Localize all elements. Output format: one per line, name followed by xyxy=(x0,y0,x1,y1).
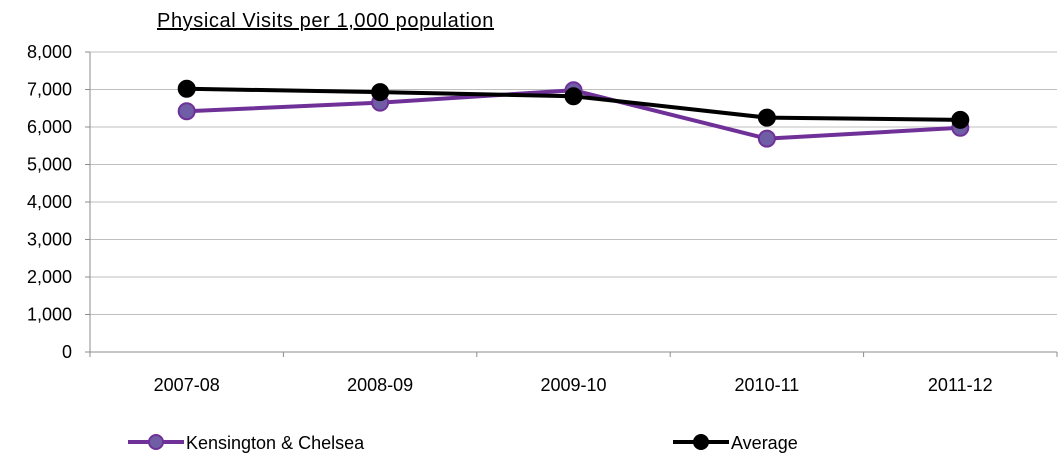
x-tick-labels: 2007-08 2008-09 2009-10 2010-11 2011-12 xyxy=(154,375,993,395)
series-group xyxy=(177,79,970,148)
y-tick-label: 3,000 xyxy=(27,230,72,250)
data-point xyxy=(564,87,583,106)
x-tick-label: 2007-08 xyxy=(154,375,220,395)
data-point xyxy=(757,129,776,148)
y-tick-label: 6,000 xyxy=(27,117,72,137)
axes xyxy=(85,51,1058,357)
y-tick-label: 1,000 xyxy=(27,305,72,325)
y-tick-label: 4,000 xyxy=(27,192,72,212)
legend: Kensington & Chelsea Average xyxy=(128,433,798,453)
data-point xyxy=(951,110,970,129)
legend-item: Kensington & Chelsea xyxy=(128,433,365,453)
series-average xyxy=(177,79,970,129)
x-tick-label: 2010-11 xyxy=(735,375,800,395)
chart-title: Physical Visits per 1,000 population xyxy=(157,10,494,32)
x-tick-label: 2009-10 xyxy=(540,375,606,395)
data-point xyxy=(177,79,196,98)
data-point xyxy=(757,108,776,127)
legend-swatch-marker xyxy=(693,434,709,450)
legend-item: Average xyxy=(673,433,798,453)
x-tick-label: 2011-12 xyxy=(928,375,993,395)
x-tick-label: 2008-09 xyxy=(347,375,413,395)
data-point xyxy=(177,102,196,121)
y-tick-labels: 0 1,000 2,000 3,000 4,000 5,000 6,000 7,000 8,00… xyxy=(27,42,72,362)
legend-label: Kensington & Chelsea xyxy=(186,433,365,453)
legend-swatch-marker xyxy=(148,434,164,450)
data-point xyxy=(371,83,390,102)
y-tick-label: 5,000 xyxy=(27,155,72,175)
y-tick-label: 2,000 xyxy=(27,267,72,287)
y-tick-label: 7,000 xyxy=(27,80,72,100)
y-tick-label: 8,000 xyxy=(27,42,72,62)
y-tick-label: 0 xyxy=(62,342,72,362)
legend-label: Average xyxy=(731,433,798,453)
